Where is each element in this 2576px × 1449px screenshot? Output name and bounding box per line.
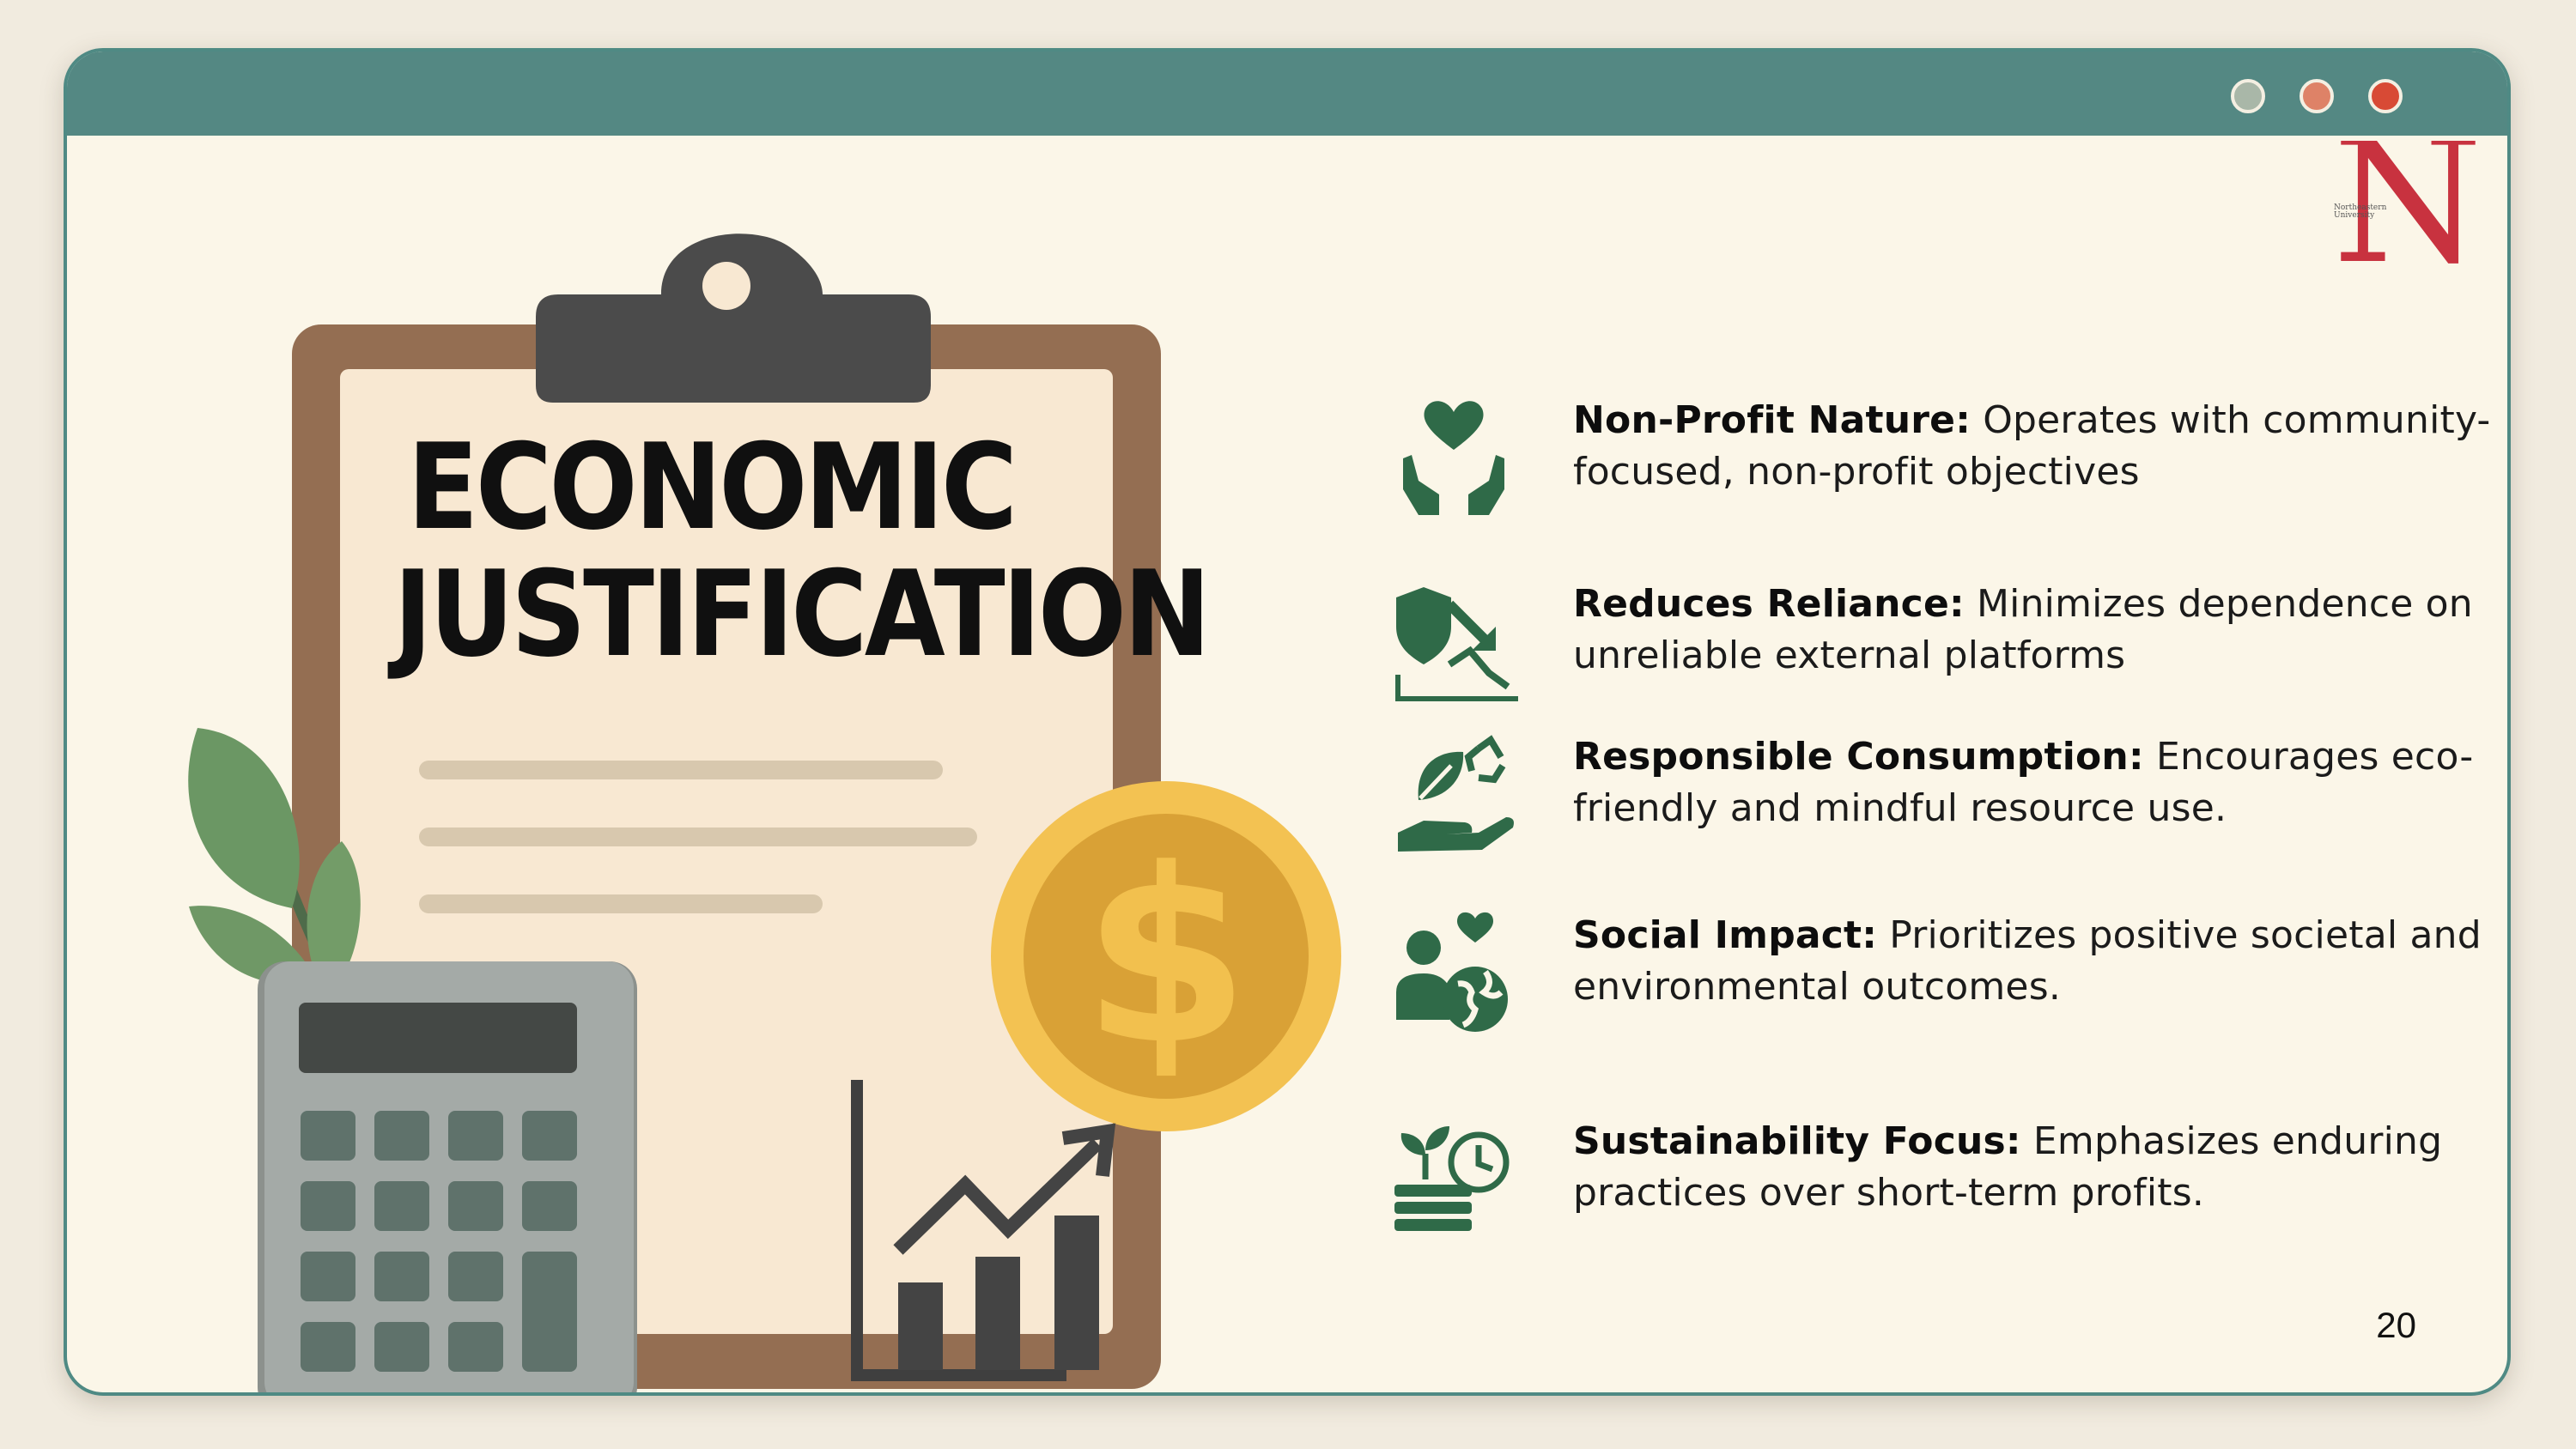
hand-leaf-recycle-icon — [1398, 735, 1514, 852]
window-control-close[interactable] — [2368, 79, 2403, 113]
plant-icon — [188, 728, 361, 994]
northeastern-logo: N — [2333, 141, 2483, 287]
item-title: Non-Profit Nature: — [1573, 398, 1971, 442]
slide-title-line-2: JUSTIFICATION — [393, 545, 1211, 683]
svg-text:$: $ — [1083, 818, 1250, 1098]
person-globe-heart-icon — [1396, 912, 1508, 1032]
window-control-minimize[interactable] — [2231, 79, 2265, 113]
clipboard-clip-icon — [536, 233, 931, 403]
justification-list: Non-Profit Nature: Operates with communi… — [1389, 52, 2506, 1392]
slide-title: ECONOMIC JUSTIFICATION — [393, 418, 1211, 683]
list-item: Social Impact: Prioritizes positive soci… — [1389, 910, 2506, 1039]
plant-coins-clock-icon — [1394, 1126, 1510, 1231]
item-title: Sustainability Focus: — [1573, 1119, 2021, 1163]
item-title: Responsible Consumption: — [1573, 735, 2144, 779]
item-description: Encourages eco-friendly and mindful reso… — [1573, 735, 2474, 830]
economic-illustration: $ — [188, 233, 1341, 1392]
svg-text:N: N — [2333, 141, 2483, 287]
item-title: Reduces Reliance: — [1573, 582, 1965, 626]
page-number: 20 — [2376, 1305, 2416, 1345]
window-titlebar — [67, 52, 2507, 136]
list-item: Responsible Consumption: Encourages eco-… — [1389, 731, 2506, 860]
slide-title-line-1: ECONOMIC — [407, 418, 1018, 556]
item-description: Minimizes dependence on unreliable exter… — [1573, 582, 2473, 677]
item-title: Social Impact: — [1573, 913, 1878, 957]
list-item: Sustainability Focus: Emphasizes endurin… — [1389, 1116, 2506, 1245]
logo-subtext: Northeastern University — [2334, 203, 2387, 220]
item-description: Emphasizes enduring practices over short… — [1573, 1119, 2443, 1215]
calculator-icon — [258, 961, 637, 1392]
list-item: Reduces Reliance: Minimizes dependence o… — [1389, 579, 2506, 707]
hands-heart-icon — [1403, 401, 1504, 515]
item-description: Operates with community-focused, non-pro… — [1573, 398, 2491, 494]
shield-decline-chart-icon — [1395, 587, 1518, 701]
slide-window: N Northeastern University — [64, 48, 2511, 1396]
growth-chart-icon — [851, 1080, 1116, 1381]
window-control-maximize[interactable] — [2300, 79, 2334, 113]
list-item: Non-Profit Nature: Operates with communi… — [1389, 395, 2506, 524]
item-description: Prioritizes positive societal and enviro… — [1573, 913, 2482, 1009]
dollar-coin-icon: $ — [991, 781, 1341, 1131]
